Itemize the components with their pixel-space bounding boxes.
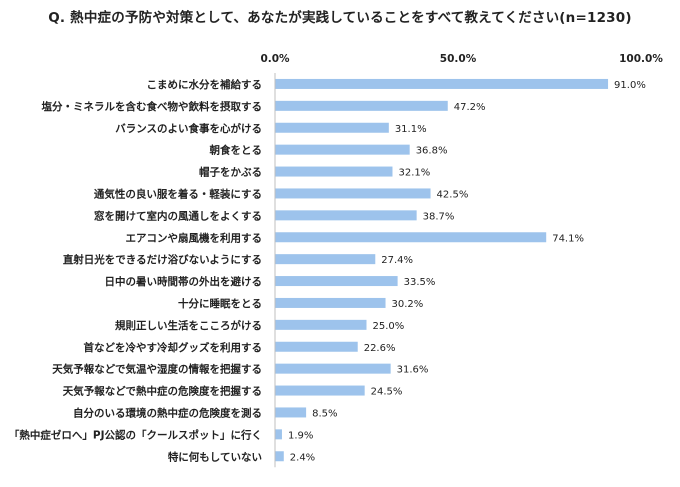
value-label: 25.0% — [373, 321, 405, 332]
value-label: 30.2% — [392, 299, 424, 310]
value-label: 27.4% — [381, 255, 413, 266]
category-label: 規則正しい生活をこころがける — [115, 319, 262, 332]
x-tick-label: 100.0% — [619, 53, 663, 65]
x-tick-label: 0.0% — [260, 53, 290, 65]
value-label: 8.5% — [312, 408, 337, 419]
value-label: 36.8% — [416, 146, 448, 157]
bar — [275, 341, 358, 352]
bar — [275, 78, 609, 89]
category-label: 通気性の良い服を着る・軽装にする — [94, 187, 262, 200]
bar — [275, 297, 386, 308]
category-label: 「熱中症ゼロへ」PJ公認の「クールスポット」に行く — [9, 428, 262, 441]
value-label: 1.9% — [288, 430, 313, 441]
bar — [275, 210, 417, 221]
bar — [275, 100, 448, 111]
category-label: 日中の暑い時間帯の外出を避ける — [105, 275, 263, 288]
category-label: 帽子をかぶる — [199, 166, 262, 179]
value-label: 31.1% — [395, 124, 427, 135]
bar — [275, 363, 391, 374]
bar — [275, 429, 282, 440]
category-label: 自分のいる環境の熱中症の危険度を測る — [73, 406, 262, 419]
value-label: 24.5% — [371, 387, 403, 398]
value-label: 32.1% — [398, 168, 430, 179]
x-tick-label: 50.0% — [440, 53, 477, 65]
value-label: 2.4% — [290, 452, 315, 463]
category-label: 天気予報などで熱中症の危険度を把握する — [63, 385, 262, 398]
bar — [275, 319, 367, 330]
category-label: エアコンや扇風機を利用する — [126, 231, 263, 244]
value-label: 22.6% — [364, 343, 396, 354]
category-label: 十分に睡眠をとる — [178, 297, 262, 310]
bar — [275, 232, 547, 243]
bar — [275, 144, 410, 155]
bar — [275, 276, 398, 287]
bar — [275, 254, 376, 265]
value-label: 47.2% — [454, 102, 486, 113]
category-label: 塩分・ミネラルを含む食べ物や飲料を摂取する — [42, 100, 263, 113]
chart-title: Q. 熱中症の予防や対策として、あなたが実践していることをすべて教えてください(… — [48, 10, 632, 26]
category-label: 窓を開けて室内の風通しをよくする — [94, 209, 262, 222]
category-label: 直射日光をできるだけ浴びないようにする — [63, 253, 262, 266]
category-label: 天気予報などで気温や湿度の情報を把握する — [52, 363, 262, 376]
bar — [275, 385, 365, 396]
value-label: 42.5% — [437, 189, 469, 200]
category-label: バランスのよい食事を心がける — [115, 122, 262, 135]
value-label: 38.7% — [423, 211, 455, 222]
category-label: 朝食をとる — [210, 144, 263, 157]
category-label: こまめに水分を補給する — [147, 78, 263, 91]
value-label: 31.6% — [397, 365, 429, 376]
bar — [275, 166, 393, 177]
bar — [275, 122, 389, 133]
bar — [275, 407, 307, 418]
category-label: 首などを冷やす冷却グッズを利用する — [84, 341, 263, 354]
value-label: 33.5% — [404, 277, 436, 288]
bar — [275, 451, 284, 462]
value-label: 91.0% — [614, 80, 646, 91]
category-label: 特に何もしていない — [168, 450, 262, 463]
value-label: 74.1% — [552, 233, 584, 244]
bar — [275, 188, 431, 199]
